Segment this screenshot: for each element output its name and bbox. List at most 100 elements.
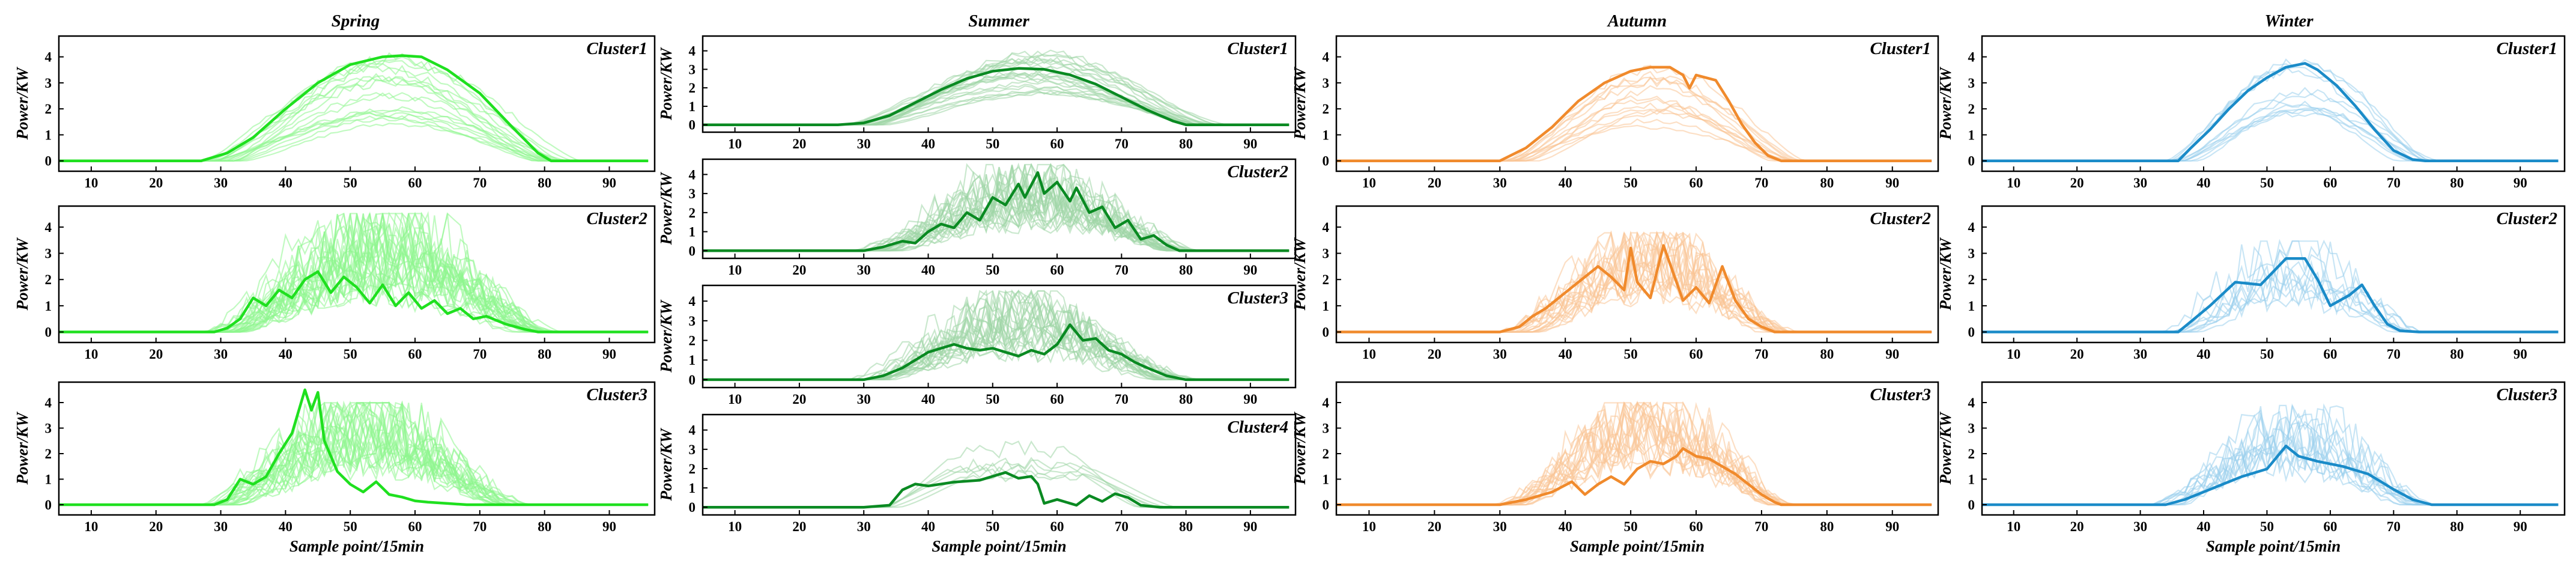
y-axis-title: Power/KW bbox=[13, 67, 31, 141]
axes-frame bbox=[1981, 205, 2566, 344]
x-tick-label: 20 bbox=[149, 347, 163, 362]
y-tick-label: 2 bbox=[1968, 272, 1975, 287]
y-tick-label: 4 bbox=[1968, 220, 1975, 235]
member-profile-line bbox=[1982, 112, 2559, 162]
x-tick-label: 50 bbox=[1624, 347, 1638, 362]
y-axis-title: Power/KW bbox=[1291, 237, 1309, 311]
x-tick-label: 90 bbox=[2514, 347, 2527, 362]
member-profile-line bbox=[703, 468, 1290, 508]
autumn-column: Autumn 10 20 30 40 50 60 70 80 9001234Power/KWCl… bbox=[1291, 11, 1939, 555]
x-tick-label: 10 bbox=[728, 519, 742, 534]
member-profile-line bbox=[1982, 65, 2559, 162]
autumn-cluster3-panel: 10 20 30 40 50 60 70 80 90 0 1 2 3 4 Power/KW Cluster3 S… bbox=[1291, 381, 1939, 555]
spring-column: Spring 10 20 30 40 50 60 70 80 9001234Power/KWCl… bbox=[13, 11, 656, 555]
x-tick-label: 90 bbox=[1243, 263, 1257, 278]
cluster-label: Cluster1 bbox=[1870, 39, 1931, 58]
cluster-label: Cluster3 bbox=[1870, 385, 1931, 404]
member-profile-line bbox=[59, 211, 649, 333]
winter-cluster2-panel: 10 20 30 40 50 60 70 80 90 0 1 2 3 4 Power/KW Cluster2 bbox=[1936, 205, 2566, 362]
x-tick-label: 10 bbox=[84, 175, 98, 190]
x-tick-label: 80 bbox=[538, 347, 551, 362]
summer-title: Summer bbox=[968, 11, 1029, 31]
member-profile-line bbox=[1336, 118, 1932, 162]
y-tick-label: 1 bbox=[1968, 472, 1975, 487]
member-profile-line bbox=[59, 211, 649, 333]
x-tick-label: 40 bbox=[279, 175, 292, 190]
x-axis-title: Sample point/15min bbox=[2206, 537, 2341, 555]
member-profile-line bbox=[59, 59, 649, 162]
x-tick-label: 80 bbox=[538, 519, 551, 534]
x-tick-label: 60 bbox=[1690, 347, 1703, 362]
member-profile-line bbox=[703, 340, 1290, 380]
x-tick-label: 30 bbox=[214, 347, 228, 362]
member-profile-line bbox=[703, 49, 1290, 126]
member-profile-line bbox=[1982, 108, 2559, 162]
x-tick-label: 10 bbox=[1362, 175, 1376, 190]
y-tick-label: 2 bbox=[1323, 446, 1330, 461]
x-tick-label: 70 bbox=[473, 519, 486, 534]
plot-area bbox=[59, 211, 649, 333]
member-profile-line bbox=[703, 315, 1290, 380]
member-profile-line bbox=[1982, 278, 2559, 333]
y-tick-label: 1 bbox=[689, 481, 696, 496]
y-tick-label: 4 bbox=[45, 50, 52, 65]
x-tick-label: 50 bbox=[986, 263, 999, 278]
member-profile-line bbox=[1336, 71, 1932, 162]
member-profile-line bbox=[59, 260, 649, 333]
x-tick-label: 10 bbox=[728, 392, 742, 407]
member-profile-line bbox=[59, 92, 649, 162]
x-tick-label: 30 bbox=[1493, 519, 1507, 534]
member-profile-line bbox=[1982, 260, 2559, 333]
member-profile-line bbox=[1336, 231, 1932, 333]
y-tick-label: 4 bbox=[1968, 395, 1975, 410]
axes-frame bbox=[1335, 205, 1939, 344]
member-profile-line bbox=[1982, 107, 2559, 162]
x-tick-label: 10 bbox=[84, 347, 98, 362]
y-tick-label: 0 bbox=[45, 497, 52, 513]
x-tick-label: 30 bbox=[1493, 347, 1507, 362]
y-tick-label: 1 bbox=[1968, 299, 1975, 314]
cluster-label: Cluster2 bbox=[1870, 209, 1931, 228]
plot-area bbox=[59, 388, 649, 507]
x-tick-label: 80 bbox=[1820, 347, 1834, 362]
x-tick-label: 40 bbox=[1559, 519, 1572, 534]
member-profile-line bbox=[59, 123, 649, 162]
member-profile-line bbox=[1336, 102, 1932, 162]
x-tick-label: 40 bbox=[2197, 347, 2211, 362]
axes-frame bbox=[702, 413, 1297, 516]
x-tick-label: 30 bbox=[2133, 519, 2147, 534]
member-profile-line bbox=[1982, 417, 2559, 506]
member-profile-line bbox=[703, 464, 1290, 508]
member-profile-line bbox=[703, 470, 1290, 508]
y-tick-label: 1 bbox=[689, 99, 696, 114]
x-tick-label: 90 bbox=[1885, 347, 1899, 362]
y-tick-label: 3 bbox=[1968, 246, 1975, 261]
y-axis-title: Power/KW bbox=[1936, 67, 1954, 141]
x-tick-label: 70 bbox=[1754, 175, 1768, 190]
x-tick-label: 80 bbox=[1179, 263, 1193, 278]
member-profile-line bbox=[1982, 416, 2559, 506]
x-tick-label: 20 bbox=[2070, 347, 2084, 362]
member-profile-line bbox=[1336, 272, 1932, 333]
x-tick-label: 90 bbox=[2514, 175, 2527, 190]
spring-cluster2-panel: 10 20 30 40 50 60 70 80 90 0 1 2 3 4 Power/KW Cluster2 bbox=[13, 205, 656, 362]
cluster-label: Cluster2 bbox=[586, 209, 647, 228]
x-tick-label: 60 bbox=[1690, 175, 1703, 190]
member-profile-line bbox=[1336, 105, 1932, 162]
x-tick-label: 50 bbox=[1624, 175, 1638, 190]
x-tick-label: 10 bbox=[84, 519, 98, 534]
y-tick-label: 1 bbox=[45, 127, 52, 142]
x-tick-label: 70 bbox=[2387, 175, 2401, 190]
y-tick-label: 3 bbox=[689, 186, 696, 201]
member-profile-line bbox=[59, 211, 649, 333]
member-profile-line bbox=[59, 213, 649, 333]
x-tick-label: 30 bbox=[214, 175, 228, 190]
y-tick-label: 3 bbox=[45, 246, 52, 261]
y-tick-label: 3 bbox=[689, 314, 696, 329]
x-tick-label: 60 bbox=[2323, 519, 2337, 534]
member-profile-line bbox=[1982, 446, 2559, 506]
x-tick-label: 60 bbox=[1050, 136, 1064, 151]
x-tick-label: 40 bbox=[1559, 347, 1572, 362]
summer-cluster2-panel: 10 20 30 40 50 60 70 80 90 0 1 2 3 4 Power/KW Cluster2 bbox=[657, 158, 1297, 278]
